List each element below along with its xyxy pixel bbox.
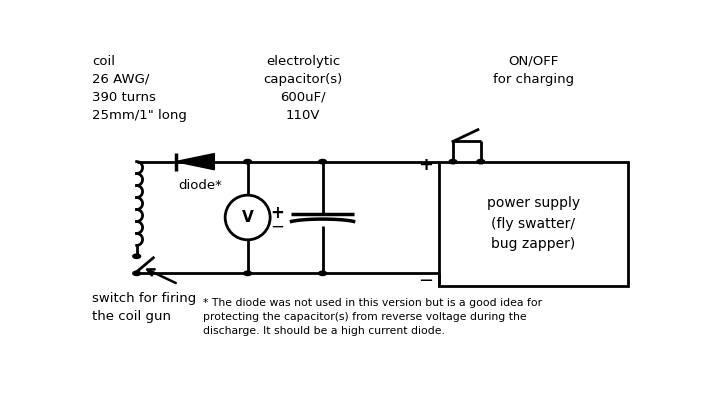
Circle shape [132,254,140,258]
Circle shape [319,271,326,276]
Circle shape [319,160,326,164]
Text: electrolytic
capacitor(s)
600uF/
110V: electrolytic capacitor(s) 600uF/ 110V [263,54,343,122]
Circle shape [132,271,140,276]
Circle shape [449,160,457,164]
Text: −: − [417,272,432,290]
Text: diode*: diode* [178,179,222,192]
Text: switch for firing
the coil gun: switch for firing the coil gun [92,292,196,323]
Text: +: + [417,156,432,174]
Circle shape [477,160,485,164]
Text: * The diode was not used in this version but is a good idea for
protecting the c: * The diode was not used in this version… [203,298,543,336]
Text: power supply
(fly swatter/
bug zapper): power supply (fly swatter/ bug zapper) [487,196,580,251]
Text: V: V [242,210,253,225]
Bar [439,162,628,286]
Text: ON/OFF
for charging: ON/OFF for charging [493,54,574,85]
Text: −: − [270,218,284,235]
Text: +: + [270,204,284,222]
Text: coil
26 AWG/
390 turns
25mm/1" long: coil 26 AWG/ 390 turns 25mm/1" long [92,54,187,122]
Circle shape [243,160,251,164]
Polygon shape [175,154,214,170]
Circle shape [243,271,251,276]
